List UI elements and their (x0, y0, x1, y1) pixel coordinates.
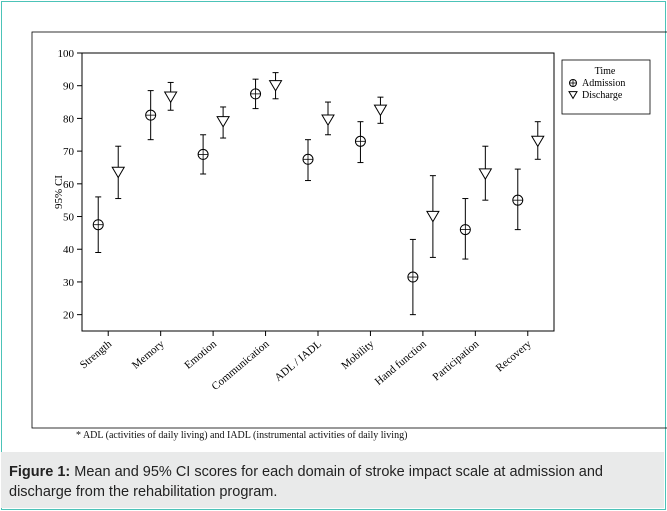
mean-marker (373, 104, 388, 117)
error-bar-discharge (111, 145, 126, 200)
mean-marker (268, 80, 283, 92)
data-marks (92, 72, 545, 316)
y-tick-label: 40 (63, 244, 75, 256)
mean-marker (321, 114, 335, 127)
error-bar-admission (354, 121, 366, 164)
x-tick-label: Emotion (182, 338, 219, 372)
y-axis: 20 30 40 50 60 70 80 90 100 (58, 48, 82, 322)
mean-marker (92, 219, 104, 231)
error-bar-discharge (478, 145, 493, 201)
error-bar-discharge (321, 101, 335, 136)
error-bar-admission (145, 90, 157, 141)
x-tick-label: Participation (430, 338, 481, 384)
plot-border (81, 52, 555, 332)
error-bar-admission (302, 139, 314, 182)
footnote: * ADL (activities of daily living) and I… (76, 430, 408, 441)
caption-text: Mean and 95% CI scores for each domain o… (9, 464, 603, 500)
x-tick-label: Strength (78, 338, 115, 371)
mean-marker (512, 194, 524, 206)
error-bar-discharge (268, 72, 283, 100)
mean-marker (407, 271, 419, 283)
legend-marker (568, 91, 578, 100)
legend-box (561, 59, 651, 115)
x-tick-label: Mobility (339, 338, 377, 372)
error-bar-admission (407, 238, 419, 316)
y-tick-label: 80 (63, 113, 75, 125)
error-bar-discharge (216, 106, 230, 139)
y-tick-label: 20 (63, 310, 75, 322)
legend-label: Discharge (582, 90, 623, 101)
y-tick-label: 90 (63, 81, 75, 93)
mean-marker (354, 135, 366, 147)
error-bar-discharge (163, 81, 178, 111)
error-bar-discharge (530, 121, 545, 160)
legend-marker (569, 79, 577, 87)
error-bar-admission (250, 78, 262, 110)
error-bar-admission (92, 196, 104, 254)
figure-caption: Figure 1: Mean and 95% CI scores for eac… (9, 462, 657, 502)
mean-marker (426, 210, 440, 223)
legend-label: Admission (582, 78, 625, 89)
legend-title: Time (595, 66, 616, 77)
error-bar-discharge (426, 175, 440, 258)
mean-marker (250, 88, 262, 100)
error-bar-discharge (373, 96, 388, 124)
x-tick-label: Recovery (494, 338, 534, 375)
x-tick-label: Memory (130, 338, 167, 372)
error-bar-chart: 20 30 40 50 60 70 80 90 100 95% CI Strength Memor… (31, 31, 667, 429)
y-tick-label: 100 (58, 48, 75, 60)
mean-marker (197, 148, 209, 160)
mean-marker (111, 166, 126, 179)
mean-marker (163, 91, 178, 104)
error-bar-admission (197, 134, 209, 175)
y-axis-label: 95% CI (53, 175, 65, 209)
mean-marker (459, 224, 471, 236)
x-tick-label: Communication (209, 338, 271, 393)
mean-marker (302, 153, 314, 165)
caption-background (1, 452, 664, 508)
chart-outer-border (31, 31, 667, 429)
y-tick-label: 70 (63, 146, 75, 158)
y-tick-label: 50 (63, 212, 75, 224)
mean-marker (478, 168, 493, 181)
mean-marker (145, 109, 157, 121)
caption-label: Figure 1: (9, 464, 71, 480)
x-tick-label: ADL / IADL (273, 338, 325, 384)
error-bar-admission (459, 198, 471, 260)
mean-marker (530, 135, 545, 148)
error-bar-admission (512, 168, 524, 231)
x-tick-label: Hand function (373, 338, 430, 388)
mean-marker (216, 116, 230, 128)
y-tick-label: 30 (63, 277, 75, 289)
y-tick-label: 60 (63, 179, 75, 191)
